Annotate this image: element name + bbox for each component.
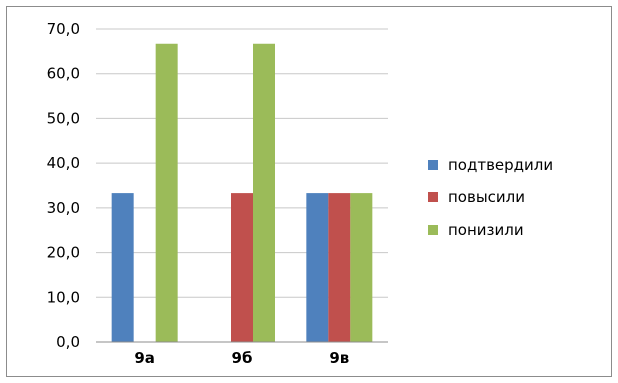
bar-2-2 (231, 193, 253, 342)
y-axis-ticks: 0,0 10,0 20,0 30,0 40,0 50,0 60,0 70,0 (47, 20, 80, 351)
bar-3-3 (350, 193, 373, 342)
y-tick-label: 50,0 (47, 109, 80, 127)
legend-label: понизили (448, 221, 524, 239)
legend: подтвердили повысили понизили (428, 156, 553, 239)
bar-2-3 (328, 193, 351, 342)
legend-label: повысили (448, 188, 525, 206)
legend-swatch (428, 160, 438, 170)
bar-1-1 (111, 193, 134, 342)
y-tick-label: 10,0 (47, 288, 80, 306)
y-tick-label: 0,0 (56, 333, 80, 351)
x-category-label: 9б (232, 349, 253, 367)
y-tick-label: 40,0 (47, 154, 80, 172)
y-tick-label: 60,0 (47, 65, 80, 83)
bars (111, 43, 373, 343)
x-axis-categories: 9а 9б 9в (134, 349, 349, 367)
y-tick-label: 70,0 (47, 20, 80, 38)
legend-swatch (428, 192, 438, 202)
x-category-label: 9а (134, 349, 155, 367)
y-tick-label: 30,0 (47, 199, 80, 217)
y-tick-label: 20,0 (47, 244, 80, 262)
bar-3-2 (253, 43, 275, 343)
bar-1-3 (306, 193, 329, 342)
x-category-label: 9в (329, 349, 349, 367)
legend-label: подтвердили (448, 156, 553, 174)
legend-swatch (428, 225, 438, 235)
bar-3-1 (155, 43, 178, 343)
